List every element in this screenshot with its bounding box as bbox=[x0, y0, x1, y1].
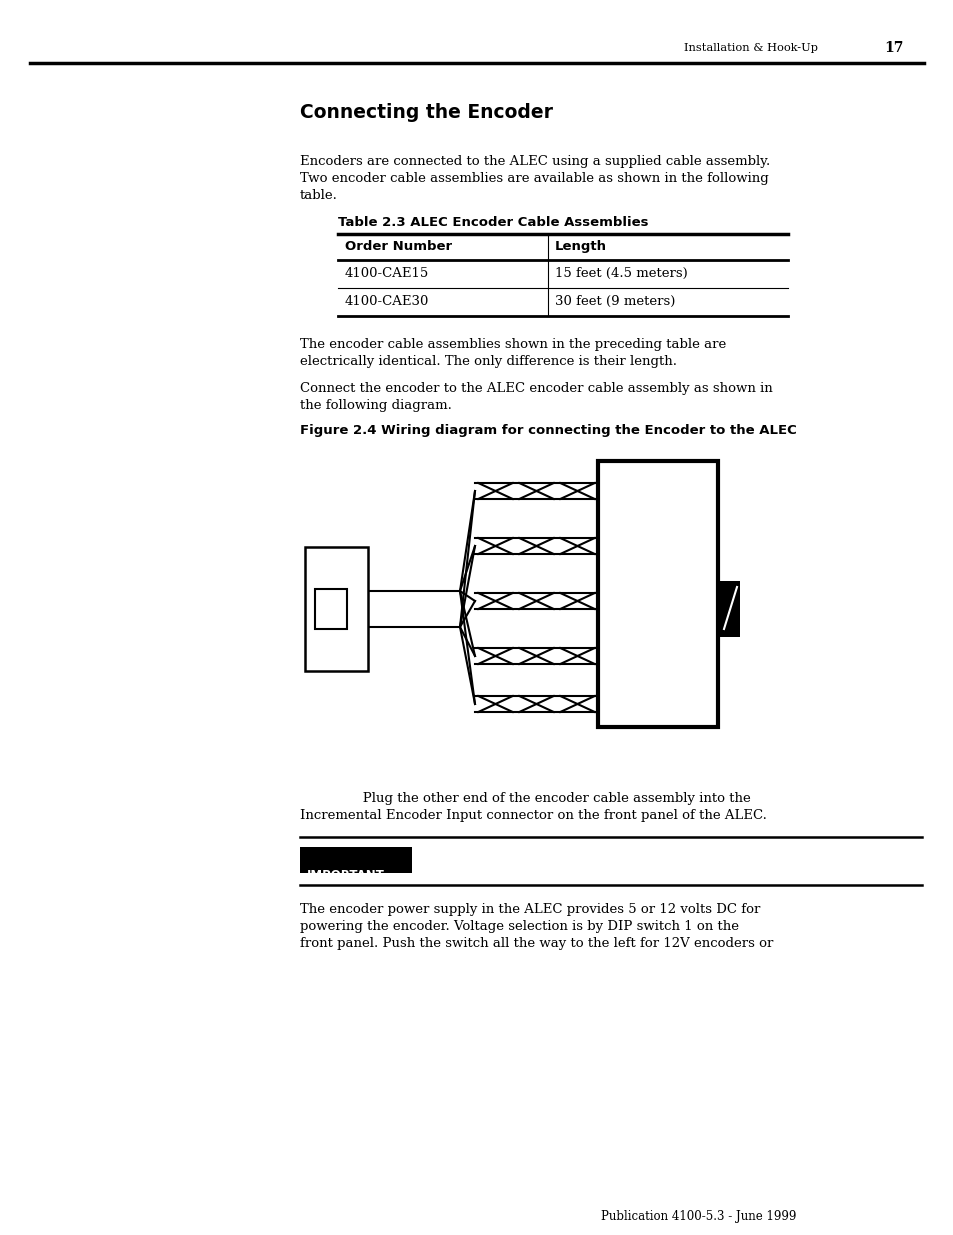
Text: 15 feet (4.5 meters): 15 feet (4.5 meters) bbox=[555, 267, 687, 280]
Text: The encoder power supply in the ALEC provides 5 or 12 volts DC for: The encoder power supply in the ALEC pro… bbox=[299, 903, 760, 916]
Text: Figure 2.4 Wiring diagram for connecting the Encoder to the ALEC: Figure 2.4 Wiring diagram for connecting… bbox=[299, 424, 796, 437]
Bar bbox=[305, 547, 368, 671]
Text: front panel. Push the switch all the way to the left for 12V encoders or: front panel. Push the switch all the way… bbox=[299, 937, 773, 950]
Text: Length: Length bbox=[555, 240, 606, 253]
Text: powering the encoder. Voltage selection is by DIP switch 1 on the: powering the encoder. Voltage selection … bbox=[299, 920, 739, 932]
Bar bbox=[314, 589, 347, 629]
Text: Plug the other end of the encoder cable assembly into the: Plug the other end of the encoder cable … bbox=[350, 792, 750, 805]
Text: Encoders are connected to the ALEC using a supplied cable assembly.: Encoders are connected to the ALEC using… bbox=[299, 156, 769, 168]
Text: IMPORTANT: IMPORTANT bbox=[307, 869, 384, 882]
Text: The encoder cable assemblies shown in the preceding table are: The encoder cable assemblies shown in th… bbox=[299, 338, 725, 351]
Text: Publication 4100-5.3 - June 1999: Publication 4100-5.3 - June 1999 bbox=[600, 1210, 795, 1223]
Bar bbox=[718, 580, 740, 637]
Text: Connect the encoder to the ALEC encoder cable assembly as shown in: Connect the encoder to the ALEC encoder … bbox=[299, 382, 772, 395]
Text: 4100-CAE30: 4100-CAE30 bbox=[345, 295, 429, 308]
Text: Connecting the Encoder: Connecting the Encoder bbox=[299, 103, 553, 122]
Text: 17: 17 bbox=[883, 41, 903, 56]
Text: 4100-CAE15: 4100-CAE15 bbox=[345, 267, 429, 280]
Bar bbox=[598, 461, 718, 727]
Text: electrically identical. The only difference is their length.: electrically identical. The only differe… bbox=[299, 354, 677, 368]
Text: Two encoder cable assemblies are available as shown in the following: Two encoder cable assemblies are availab… bbox=[299, 172, 768, 185]
Text: Installation & Hook-Up: Installation & Hook-Up bbox=[683, 43, 817, 53]
Text: the following diagram.: the following diagram. bbox=[299, 399, 452, 412]
Text: Incremental Encoder Input connector on the front panel of the ALEC.: Incremental Encoder Input connector on t… bbox=[299, 809, 766, 823]
Text: 30 feet (9 meters): 30 feet (9 meters) bbox=[555, 295, 675, 308]
Text: Table 2.3 ALEC Encoder Cable Assemblies: Table 2.3 ALEC Encoder Cable Assemblies bbox=[337, 216, 648, 228]
Bar bbox=[299, 847, 412, 873]
Text: Order Number: Order Number bbox=[345, 240, 452, 253]
Text: table.: table. bbox=[299, 189, 337, 203]
